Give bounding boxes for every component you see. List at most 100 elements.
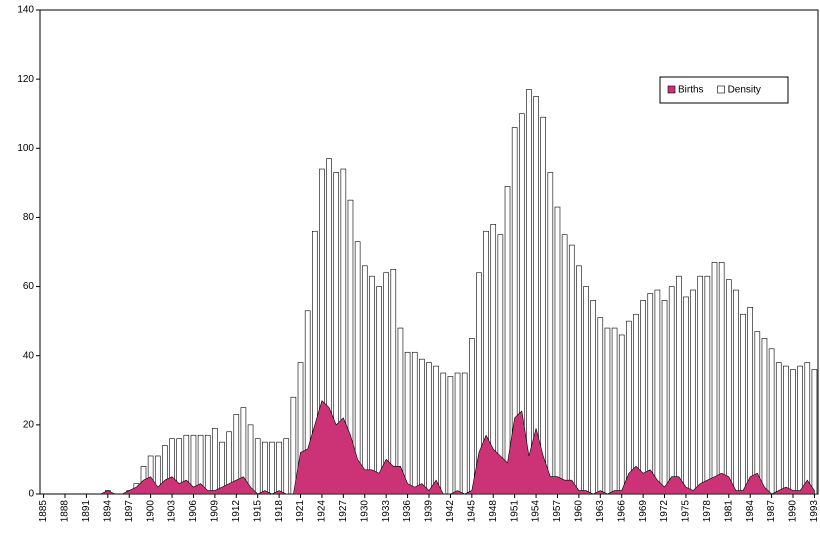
bar bbox=[797, 365, 803, 495]
x-tick-label: 1903 bbox=[167, 500, 178, 523]
x-tick-label: 1954 bbox=[531, 500, 542, 523]
bar bbox=[761, 338, 768, 495]
bar bbox=[404, 351, 411, 495]
bar bbox=[561, 234, 568, 495]
x-tick-label: 1900 bbox=[145, 500, 156, 523]
bar bbox=[583, 286, 589, 495]
y-tick-label: 140 bbox=[17, 5, 34, 16]
bar bbox=[768, 348, 775, 495]
y-tick-label: 60 bbox=[23, 281, 35, 292]
x-tick-label: 1927 bbox=[338, 500, 349, 523]
legend-swatch bbox=[717, 85, 725, 94]
bar bbox=[775, 362, 782, 495]
bar bbox=[811, 369, 818, 495]
bar bbox=[269, 441, 275, 495]
bar bbox=[454, 372, 461, 495]
bar bbox=[376, 286, 382, 495]
bar bbox=[697, 275, 704, 495]
x-tick-label: 1885 bbox=[38, 500, 49, 523]
x-tick-label: 1972 bbox=[659, 500, 670, 523]
legend-label: Births bbox=[678, 85, 704, 96]
bar bbox=[804, 362, 811, 495]
bar bbox=[783, 365, 789, 495]
bar bbox=[504, 186, 511, 495]
x-tick-label: 1966 bbox=[616, 500, 627, 523]
x-tick-label: 1915 bbox=[252, 500, 263, 523]
bar bbox=[447, 376, 454, 495]
x-tick-label: 1993 bbox=[809, 500, 820, 523]
y-tick-label: 20 bbox=[23, 419, 35, 430]
x-tick-label: 1897 bbox=[124, 500, 135, 523]
bar bbox=[290, 396, 297, 495]
x-tick-label: 1951 bbox=[509, 500, 520, 523]
bar bbox=[469, 338, 475, 495]
bar bbox=[690, 289, 696, 495]
bar bbox=[426, 362, 432, 495]
y-tick-label: 0 bbox=[28, 489, 34, 500]
x-tick-label: 1945 bbox=[466, 500, 477, 523]
bar bbox=[369, 275, 375, 495]
x-tick-label: 1924 bbox=[317, 500, 328, 523]
bar bbox=[276, 441, 282, 495]
bar bbox=[754, 331, 761, 495]
bar bbox=[212, 428, 218, 495]
bar bbox=[725, 279, 732, 495]
bar bbox=[618, 334, 625, 495]
bar bbox=[790, 369, 796, 495]
bar bbox=[733, 289, 739, 495]
x-tick-label: 1963 bbox=[595, 500, 606, 523]
x-tick-label: 1990 bbox=[788, 500, 799, 523]
x-tick-label: 1918 bbox=[274, 500, 285, 523]
bar bbox=[704, 275, 711, 495]
bar bbox=[647, 293, 654, 495]
y-tick-label: 80 bbox=[23, 212, 35, 223]
bar bbox=[597, 317, 604, 495]
bar bbox=[540, 116, 547, 495]
area bbox=[43, 400, 815, 495]
x-tick-label: 1888 bbox=[60, 500, 71, 523]
x-tick-label: 1909 bbox=[210, 500, 221, 523]
x-tick-label: 1948 bbox=[488, 500, 499, 523]
y-tick-label: 100 bbox=[17, 143, 34, 154]
x-tick-label: 1978 bbox=[702, 500, 713, 523]
x-tick-label: 1939 bbox=[424, 500, 435, 523]
bar bbox=[361, 265, 368, 495]
x-tick-label: 1894 bbox=[102, 500, 113, 523]
x-tick-label: 1942 bbox=[445, 500, 456, 523]
y-tick-label: 40 bbox=[23, 350, 35, 361]
bar bbox=[654, 289, 661, 495]
bar bbox=[204, 434, 211, 495]
bar bbox=[626, 320, 632, 495]
bar bbox=[461, 372, 468, 495]
x-tick-label: 1891 bbox=[81, 500, 92, 523]
x-tick-label: 1975 bbox=[681, 500, 692, 523]
x-tick-label: 1933 bbox=[381, 500, 392, 523]
bar bbox=[640, 300, 646, 495]
x-tick-label: 1957 bbox=[552, 500, 563, 523]
bar bbox=[283, 438, 290, 495]
bar bbox=[547, 172, 554, 495]
x-tick-label: 1936 bbox=[402, 500, 413, 523]
bar bbox=[611, 327, 618, 495]
bar bbox=[747, 307, 753, 495]
bar bbox=[590, 300, 596, 495]
x-tick-label: 1984 bbox=[745, 500, 756, 523]
x-tick-label: 1969 bbox=[638, 500, 649, 523]
bar bbox=[254, 438, 261, 495]
bar bbox=[668, 286, 675, 495]
bar bbox=[526, 89, 532, 495]
bar bbox=[661, 300, 668, 495]
bar bbox=[604, 327, 611, 495]
x-tick-label: 1960 bbox=[574, 500, 585, 523]
x-tick-label: 1906 bbox=[188, 500, 199, 523]
legend-label: Density bbox=[728, 85, 761, 96]
bar bbox=[419, 358, 425, 495]
bar bbox=[411, 351, 418, 495]
x-tick-label: 1930 bbox=[359, 500, 370, 523]
x-tick-label: 1921 bbox=[295, 500, 306, 523]
y-tick-label: 120 bbox=[17, 74, 34, 85]
x-tick-label: 1912 bbox=[231, 500, 242, 523]
bar bbox=[576, 265, 582, 495]
bar bbox=[718, 262, 725, 495]
